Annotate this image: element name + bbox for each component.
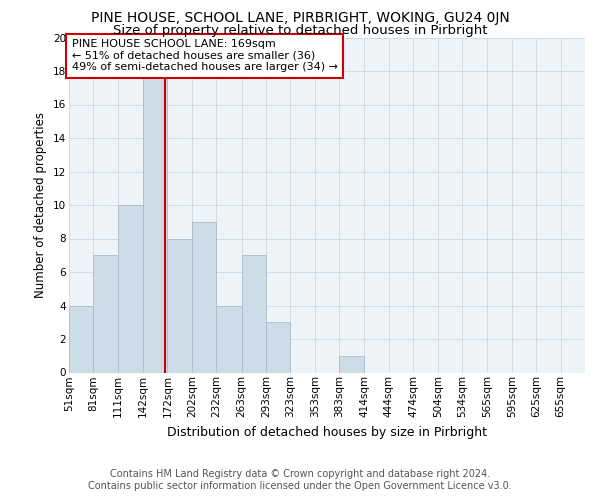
Text: PINE HOUSE SCHOOL LANE: 169sqm
← 51% of detached houses are smaller (36)
49% of : PINE HOUSE SCHOOL LANE: 169sqm ← 51% of … (71, 39, 338, 72)
Text: Contains HM Land Registry data © Crown copyright and database right 2024.
Contai: Contains HM Land Registry data © Crown c… (88, 470, 512, 491)
Bar (242, 255, 266, 372)
Bar (339, 356, 364, 372)
Bar (167, 238, 192, 372)
Bar (217, 306, 242, 372)
Bar (69, 306, 94, 372)
Bar (94, 255, 118, 372)
Bar (192, 222, 217, 372)
Text: PINE HOUSE, SCHOOL LANE, PIRBRIGHT, WOKING, GU24 0JN: PINE HOUSE, SCHOOL LANE, PIRBRIGHT, WOKI… (91, 11, 509, 25)
Bar (118, 205, 143, 372)
X-axis label: Distribution of detached houses by size in Pirbright: Distribution of detached houses by size … (167, 426, 487, 438)
Bar (266, 322, 290, 372)
Bar (143, 71, 167, 372)
Text: Size of property relative to detached houses in Pirbright: Size of property relative to detached ho… (113, 24, 487, 37)
Y-axis label: Number of detached properties: Number of detached properties (34, 112, 47, 298)
